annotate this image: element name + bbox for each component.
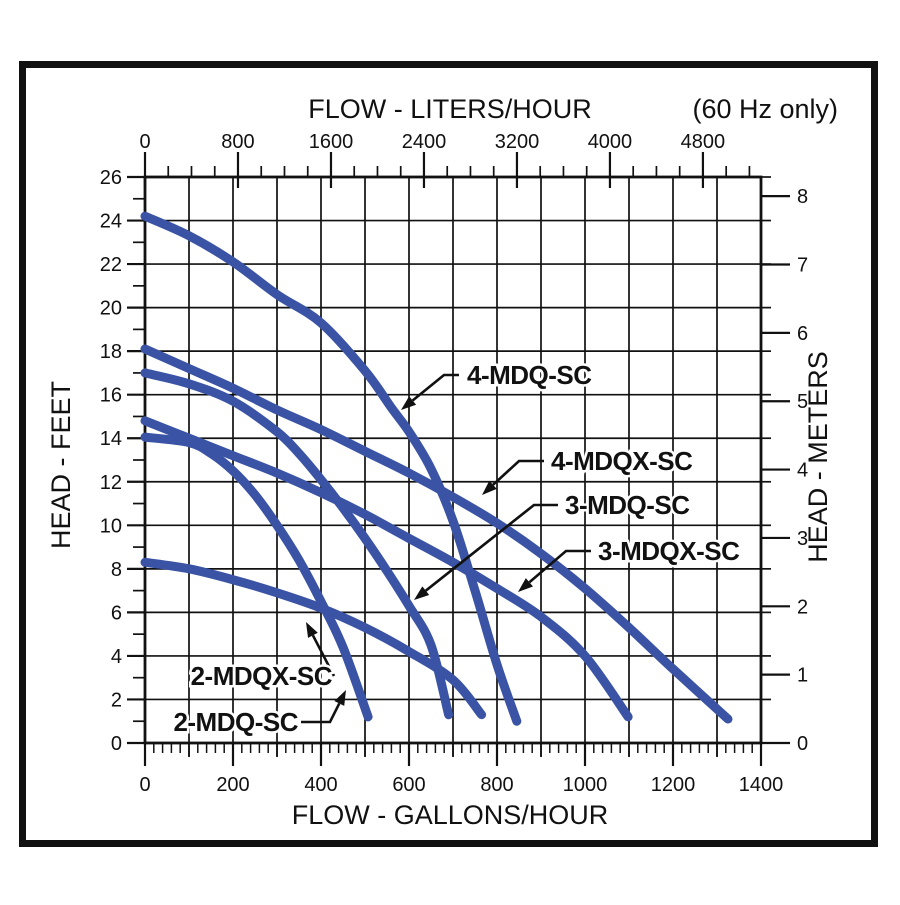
leader-line-2-MDQX-SC — [311, 634, 336, 677]
meters-tick-label: 1 — [797, 665, 808, 687]
liters-tick-label: 800 — [221, 131, 254, 153]
feet-tick-label: 26 — [100, 167, 122, 189]
gallons-tick-label: 400 — [304, 774, 337, 796]
leader-line-3-MDQ-SC — [424, 503, 558, 592]
outer-border — [19, 61, 878, 847]
leader-arrowhead-2-MDQ-SC — [334, 690, 346, 706]
leader-line-2-MDQ-SC — [301, 702, 341, 724]
liters-tick-label: 4800 — [681, 131, 726, 153]
feet-tick-label: 12 — [100, 472, 122, 494]
leader-line-4-MDQX-SC — [492, 459, 544, 486]
gallons-tick-label: 200 — [216, 774, 249, 796]
curve-label-2-MDQX-SC: 2-MDQX-SC — [191, 661, 333, 691]
leader-line-3-MDQX-SC — [528, 549, 591, 584]
meters-tick-label: 2 — [797, 596, 808, 618]
right-axis-title: HEAD - METERS — [803, 351, 833, 563]
gallons-tick-label: 1200 — [651, 774, 696, 796]
pump-curves — [140, 211, 733, 726]
feet-tick-label: 4 — [111, 646, 122, 668]
leader-line-4-MDQ-SC — [411, 373, 459, 402]
curve-4-MDQX-SC — [140, 344, 733, 724]
feet-tick-label: 10 — [100, 515, 122, 537]
curve-label-2-MDQ-SC: 2-MDQ-SC — [173, 707, 298, 737]
curve-2-MDQ-SC — [140, 432, 373, 722]
curve-4-MDQ-SC — [140, 211, 522, 726]
meters-tick-label: 5 — [797, 391, 808, 413]
gallons-tick-label: 600 — [392, 774, 425, 796]
curve-labels: 4-MDQ-SC 4-MDQX-SC 3-MDQ-SC 3-MDQX-SC 2-MDQX… — [171, 358, 743, 740]
left-axis-title: HEAD - FEET — [46, 381, 76, 549]
curve-label-4-MDQ-SC: 4-MDQ-SC — [467, 360, 592, 390]
hz-note: (60 Hz only) — [692, 94, 838, 124]
curve-label-3-MDQ-SC: 3-MDQ-SC — [565, 490, 690, 520]
leader-arrowhead-2-MDQX-SC — [306, 622, 318, 638]
meters-tick-label: 3 — [797, 528, 808, 550]
curve-3-MDQX-SC — [140, 416, 633, 722]
gallons-tick-label: 800 — [480, 774, 513, 796]
meters-tick-label: 6 — [797, 323, 808, 345]
feet-tick-label: 22 — [100, 254, 122, 276]
feet-tick-label: 6 — [111, 602, 122, 624]
meters-tick-label: 4 — [797, 460, 808, 482]
leader-arrowhead-4-MDQ-SC — [401, 396, 417, 410]
meters-tick-label: 0 — [797, 733, 808, 755]
feet-tick-label: 2 — [111, 689, 122, 711]
gallons-tick-label: 1000 — [563, 774, 608, 796]
feet-tick-label: 16 — [100, 385, 122, 407]
feet-tick-label: 8 — [111, 559, 122, 581]
meters-tick-label: 8 — [797, 186, 808, 208]
curve-label-4-MDQX-SC: 4-MDQX-SC — [551, 446, 693, 476]
liters-tick-label: 4000 — [588, 131, 633, 153]
leader-arrowhead-3-MDQ-SC — [414, 586, 430, 600]
leader-arrowhead-4-MDQX-SC — [482, 480, 497, 495]
bottom-axis-title: FLOW - GALLONS/HOUR — [292, 800, 609, 830]
top-axis-title: FLOW - LITERS/HOUR — [308, 94, 592, 124]
plot-frame — [143, 175, 763, 745]
liters-tick-label: 0 — [139, 131, 150, 153]
gallons-tick-label: 1400 — [739, 774, 784, 796]
feet-tick-label: 20 — [100, 298, 122, 320]
leader-arrowhead-3-MDQX-SC — [518, 578, 533, 592]
feet-tick-label: 14 — [100, 428, 122, 450]
liters-tick-label: 2400 — [402, 131, 447, 153]
curve-label-3-MDQX-SC: 3-MDQX-SC — [598, 536, 740, 566]
meters-tick-label: 7 — [797, 255, 808, 277]
feet-tick-label: 24 — [100, 211, 122, 233]
feet-tick-label: 18 — [100, 341, 122, 363]
gallons-tick-label: 0 — [139, 774, 150, 796]
feet-tick-label: 0 — [111, 733, 122, 755]
liters-tick-label: 1600 — [309, 131, 354, 153]
liters-tick-label: 3200 — [495, 131, 540, 153]
